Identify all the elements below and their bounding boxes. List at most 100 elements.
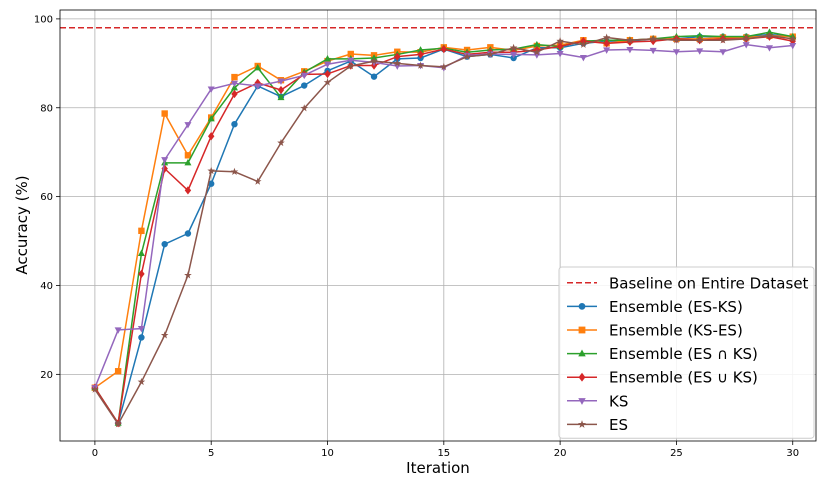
data-point (138, 227, 145, 235)
x-tick-label: 25 (670, 448, 683, 459)
legend-label: ES (609, 416, 628, 434)
legend-label: Baseline on Entire Dataset (609, 274, 809, 292)
legend-label: Ensemble (ES ∪ KS) (609, 369, 758, 387)
data-point (138, 334, 145, 341)
data-point (207, 115, 215, 122)
data-point (696, 31, 704, 39)
data-point (91, 385, 99, 393)
data-point (765, 45, 773, 52)
data-point (602, 33, 611, 41)
legend-marker (578, 398, 586, 405)
series-layer (91, 28, 797, 428)
data-point (765, 28, 773, 35)
data-point (603, 39, 610, 48)
data-point (253, 177, 262, 185)
y-tick-label: 100 (34, 14, 53, 25)
data-point (719, 36, 727, 44)
data-point (556, 42, 564, 51)
data-point (649, 34, 657, 43)
data-point (440, 62, 448, 71)
data-point (579, 54, 587, 62)
data-point (231, 89, 238, 99)
data-point (626, 37, 634, 47)
data-point (533, 40, 541, 48)
data-point (416, 61, 425, 69)
legend-entry: Ensemble (ES-KS) (567, 298, 743, 316)
data-point (231, 73, 238, 81)
y-tick-label: 20 (40, 370, 53, 381)
data-point (603, 47, 611, 54)
x-tick-label: 15 (437, 448, 450, 459)
data-point (137, 249, 145, 257)
data-point (114, 368, 122, 375)
data-point (254, 63, 262, 71)
data-point (626, 46, 634, 54)
data-point (230, 167, 239, 175)
data-point (370, 57, 378, 65)
data-point (765, 31, 774, 40)
data-point (323, 78, 332, 86)
data-point (486, 50, 495, 58)
data-point (277, 78, 285, 85)
data-point (323, 55, 332, 62)
data-point (696, 48, 704, 55)
data-point (347, 50, 354, 58)
legend-marker (578, 372, 586, 382)
data-point (417, 46, 425, 53)
legend-entry: Ensemble (KS-ES) (567, 322, 743, 340)
data-point (160, 331, 169, 339)
data-point (347, 57, 355, 65)
data-point (277, 138, 285, 147)
x-tick-label: 10 (321, 448, 334, 459)
y-tick-label: 60 (40, 192, 53, 203)
x-tick-label: 30 (786, 448, 799, 459)
data-point (184, 271, 192, 279)
data-point (184, 152, 192, 159)
legend-label: Ensemble (ES-KS) (609, 298, 743, 316)
data-point (393, 59, 402, 67)
y-tick-label: 80 (40, 103, 53, 114)
data-point (161, 157, 169, 164)
data-point (231, 120, 238, 128)
data-point (742, 34, 751, 43)
data-point (626, 36, 634, 44)
data-point (161, 240, 168, 248)
legend-label: KS (609, 392, 628, 410)
legend-marker (578, 326, 586, 334)
data-point (509, 43, 518, 51)
data-point (254, 83, 262, 90)
data-point (324, 69, 331, 79)
series-5 (91, 31, 797, 428)
x-tick-label: 5 (208, 448, 214, 459)
data-point (579, 40, 588, 48)
data-point (277, 85, 285, 95)
x-tick-label: 20 (554, 448, 567, 459)
data-point (719, 49, 727, 56)
legend-entry: Ensemble (ES ∪ KS) (567, 369, 758, 387)
data-point (207, 166, 215, 175)
data-point (138, 269, 145, 279)
data-point (161, 110, 168, 117)
data-point (137, 326, 145, 333)
data-point (789, 36, 796, 46)
data-point (323, 61, 332, 69)
data-point (556, 37, 564, 45)
axes: 0 5 10 15 20 25 30 20 40 60 80 100 (34, 14, 799, 459)
data-point (440, 44, 448, 54)
legend-entry: KS (567, 392, 628, 410)
data-point (695, 36, 704, 44)
data-point (184, 186, 192, 195)
data-point (301, 82, 308, 89)
data-point (114, 420, 122, 428)
legend-marker (577, 420, 587, 428)
data-point (207, 86, 215, 93)
data-point (300, 104, 309, 112)
data-point (417, 50, 424, 59)
data-point (114, 327, 122, 334)
data-point (789, 42, 797, 50)
data-point (556, 50, 564, 58)
data-point (788, 34, 797, 43)
legend-box (558, 266, 815, 439)
legend-marker (578, 303, 586, 310)
